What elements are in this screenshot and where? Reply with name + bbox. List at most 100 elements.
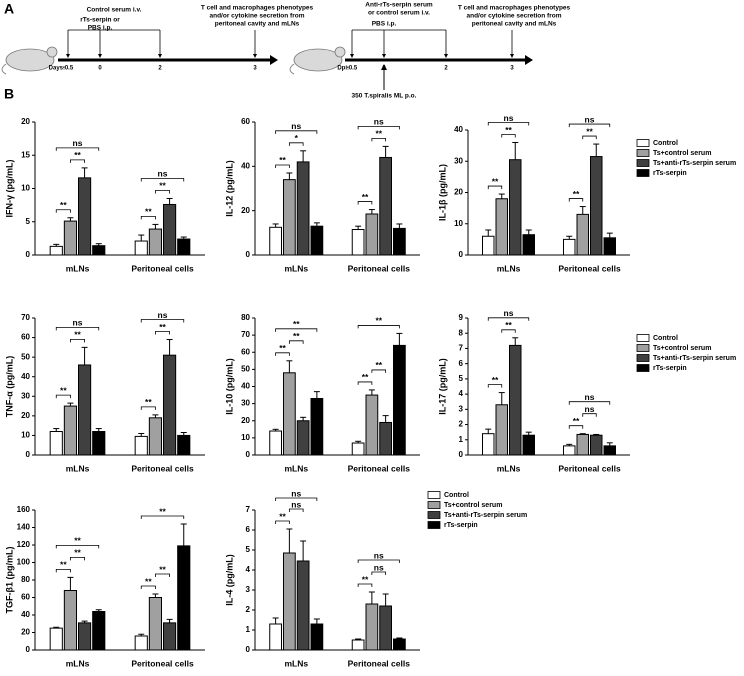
legend-swatch — [427, 511, 441, 519]
bar — [509, 159, 522, 256]
significance-bracket — [487, 185, 503, 190]
legend-label: Control — [653, 140, 678, 147]
y-tick-label: 40 — [241, 161, 250, 170]
y-axis-label: IL-12 (pg/mL) — [224, 160, 234, 217]
significance-label: ** — [505, 125, 512, 135]
y-tick-label: 60 — [21, 333, 30, 342]
bar — [148, 417, 162, 456]
timeline-note: and/or cytokine secretion from — [467, 13, 562, 20]
y-tick-label: 20 — [21, 628, 30, 637]
bar — [78, 177, 92, 256]
y-tick-label: 2 — [246, 605, 251, 614]
significance-label: ns — [585, 392, 595, 402]
significance-bracket — [487, 384, 503, 388]
infection-label: 350 T.spiralis ML p.o. — [352, 93, 417, 100]
legend-swatch — [636, 364, 650, 372]
significance-bracket — [568, 425, 584, 429]
significance-label: ** — [573, 416, 580, 426]
x-tick-label: mLNs — [284, 263, 308, 273]
legend-swatch — [427, 491, 441, 499]
bar — [365, 213, 379, 256]
y-tick-label: 5 — [459, 374, 464, 383]
y-tick-label: 30 — [21, 391, 30, 400]
timeline-axis-label: Days: — [49, 66, 65, 72]
day-arrow-head — [510, 54, 514, 58]
x-tick-label: Peritoneal cells — [558, 463, 621, 473]
y-tick-label: 3 — [246, 585, 251, 594]
significance-label: ns — [291, 121, 301, 131]
x-tick-label: Peritoneal cells — [131, 463, 194, 473]
significance-bracket — [275, 520, 290, 524]
bar — [393, 227, 406, 256]
y-tick-label: 8 — [459, 328, 464, 337]
bar — [163, 622, 177, 651]
legend-swatch — [427, 501, 441, 509]
y-axis-label: IL-4 (pg/mL) — [224, 554, 234, 606]
day-arrow-head — [66, 54, 70, 58]
bar — [78, 622, 92, 651]
significance-bracket — [357, 381, 373, 385]
bar — [134, 435, 148, 456]
y-tick-label: 80 — [241, 313, 250, 322]
bar — [134, 240, 148, 256]
day-arrow-head — [158, 54, 162, 58]
y-tick-label: 120 — [17, 540, 31, 549]
bar — [563, 445, 576, 456]
y-tick-label: 50 — [21, 352, 30, 361]
significance-label: ** — [159, 181, 166, 191]
bar — [269, 623, 282, 651]
y-tick-label: 60 — [241, 347, 250, 356]
x-tick-label: Peritoneal cells — [348, 463, 411, 473]
bar — [92, 245, 106, 256]
legend-label: rTs-serpin — [653, 170, 687, 177]
bar — [522, 434, 535, 456]
timeline-note: Control serum i.v. — [87, 7, 142, 14]
bar — [269, 430, 282, 456]
legend-swatch — [636, 344, 650, 352]
x-tick-label: Peritoneal cells — [558, 263, 621, 273]
significance-bracket — [275, 497, 318, 501]
significance-bracket — [288, 340, 304, 344]
significance-bracket — [357, 325, 400, 329]
y-tick-label: 6 — [246, 525, 251, 534]
significance-label: ns — [374, 562, 384, 572]
y-tick-label: 15 — [21, 150, 30, 159]
bar — [482, 235, 495, 256]
panel-label: B — [4, 86, 14, 102]
legend-swatch — [636, 139, 650, 147]
y-tick-label: 20 — [21, 411, 30, 420]
day-arrow-head — [444, 54, 448, 58]
y-tick-label: 10 — [21, 431, 30, 440]
bar — [163, 203, 177, 256]
timeline-axis-label: Dpi: — [337, 66, 349, 72]
day-label: 3 — [510, 66, 514, 72]
y-tick-label: 30 — [241, 399, 250, 408]
significance-bracket — [55, 568, 71, 573]
significance-bracket — [275, 164, 290, 168]
bar — [351, 442, 365, 456]
y-axis-label: IL-10 (pg/mL) — [224, 358, 234, 415]
day-label: -0.5 — [63, 66, 74, 72]
bar — [576, 213, 589, 256]
timeline-note: PBS i.p. — [88, 25, 113, 32]
bar — [603, 445, 616, 456]
bar — [296, 161, 310, 256]
significance-bracket — [70, 338, 85, 343]
bar — [310, 397, 324, 456]
bar — [365, 603, 379, 651]
bar — [393, 344, 406, 456]
bar — [522, 234, 535, 256]
bar — [296, 560, 310, 651]
timeline-note: and/or cytokine secretion from — [210, 13, 305, 20]
bar — [49, 627, 63, 651]
significance-label: ns — [585, 404, 595, 414]
x-tick-label: mLNs — [66, 463, 90, 473]
significance-label: ** — [60, 560, 67, 570]
day-label: 3 — [253, 66, 257, 72]
x-tick-label: mLNs — [497, 263, 521, 273]
bar — [351, 229, 365, 256]
legend-label: Ts+control serum — [444, 502, 502, 509]
significance-bracket — [275, 328, 318, 332]
significance-bracket — [288, 142, 304, 146]
significance-bracket — [155, 190, 170, 194]
